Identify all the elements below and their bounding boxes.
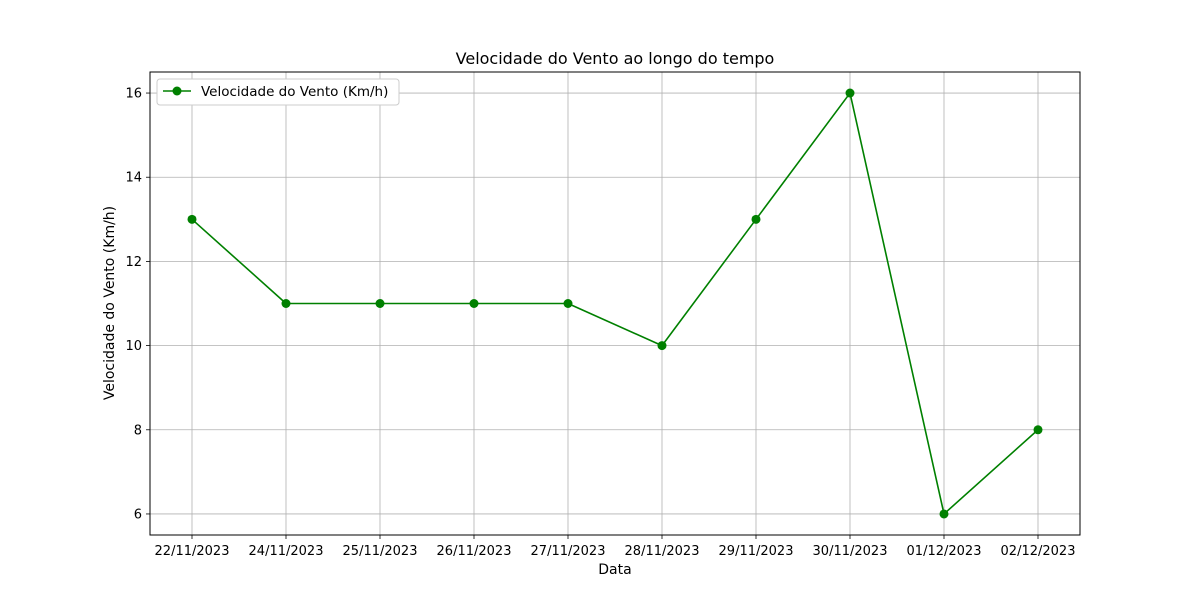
x-axis-title: Data	[598, 562, 631, 578]
plot-frame	[149, 71, 1081, 536]
series-line	[191, 92, 1039, 515]
x-tick-label: 29/11/2023	[719, 544, 794, 559]
data-point	[563, 299, 573, 308]
y-axis-ticks: 6 8 10 12 14 16	[125, 87, 150, 522]
x-tick-label: 30/11/2023	[813, 544, 888, 559]
x-tick-label: 25/11/2023	[343, 544, 418, 559]
legend: Velocidade do Vento (Km/h)	[156, 78, 400, 106]
data-point	[375, 299, 385, 308]
x-tick-label: 28/11/2023	[625, 544, 700, 559]
data-point	[187, 214, 197, 224]
data-point	[657, 341, 667, 351]
x-tick-label: 26/11/2023	[437, 544, 512, 559]
data-point	[281, 299, 291, 308]
x-tick-label: 01/12/2023	[907, 544, 982, 559]
data-point	[469, 299, 479, 308]
legend-label: Velocidade do Vento (Km/h)	[201, 84, 388, 100]
legend-marker-swatch	[172, 86, 182, 96]
x-tick-label: 02/12/2023	[1001, 544, 1076, 559]
data-point	[939, 509, 949, 519]
y-tick-label: 14	[125, 171, 142, 186]
chart-title: Velocidade do Vento ao longo do tempo	[456, 49, 775, 68]
x-axis-ticks: 22/11/2023 24/11/2023 25/11/2023 26/11/2023…	[155, 535, 1076, 559]
y-axis-title: Velocidade do Vento (Km/h)	[102, 206, 118, 400]
legend-box	[156, 78, 400, 106]
series-layer	[187, 88, 1043, 519]
grid	[150, 72, 1080, 535]
y-tick-label: 12	[125, 255, 142, 270]
y-tick-label: 6	[134, 507, 142, 522]
data-point	[845, 88, 855, 98]
x-tick-label: 24/11/2023	[249, 544, 324, 559]
y-tick-label: 16	[125, 87, 142, 102]
y-tick-label: 8	[134, 423, 142, 438]
x-tick-label: 22/11/2023	[155, 544, 230, 559]
data-point	[751, 214, 761, 224]
data-point	[1033, 425, 1043, 435]
y-tick-label: 10	[125, 339, 142, 354]
x-tick-label: 27/11/2023	[531, 544, 606, 559]
